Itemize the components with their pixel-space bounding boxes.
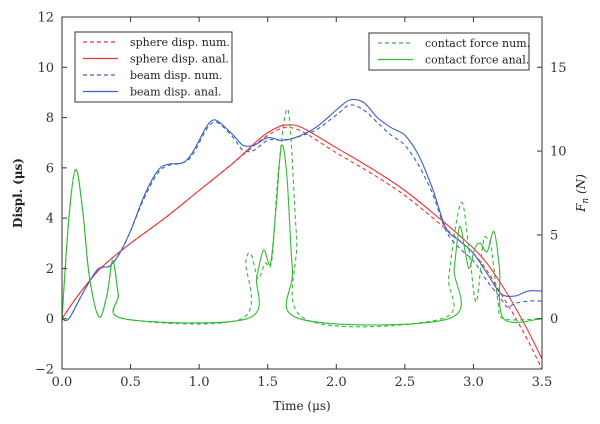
series-line-sphere-disp-anal	[62, 124, 542, 360]
y2-tick-label: 5	[550, 228, 558, 243]
series-layer	[62, 98, 542, 369]
y-tick-label: 4	[46, 212, 54, 227]
x-axis-label: Time (μs)	[273, 399, 330, 413]
legend-left: sphere disp. num. sphere disp. anal. beam …	[74, 31, 233, 103]
y-tick-label: 12	[37, 11, 54, 26]
x-tick-label: 1.5	[257, 375, 278, 390]
x-tick-label: 2.0	[326, 375, 347, 390]
y-axis-label: Displ. (μs)	[11, 158, 25, 228]
y2-tick-label: 0	[550, 312, 558, 327]
svg-text:Fn (N): Fn (N)	[574, 174, 591, 213]
legend-label: contact force num.	[425, 37, 530, 50]
x-tick-label: 0.0	[52, 375, 73, 390]
series-line-contact-force-anal	[62, 144, 542, 326]
series-line-beam-disp-num	[62, 104, 542, 322]
y-tick-label: 10	[37, 61, 54, 76]
x-tick-label: 0.5	[120, 375, 141, 390]
x-tick-label: 1.0	[189, 375, 210, 390]
legend-label: beam disp. num.	[130, 69, 222, 82]
y-tick-label: 6	[46, 161, 54, 176]
series-line-beam-disp-anal	[62, 98, 542, 322]
y2-label-main: F	[574, 203, 588, 213]
x-tick-label: 3.5	[532, 375, 553, 390]
x-tick-label: 2.5	[395, 375, 416, 390]
legend-left-box	[74, 31, 233, 103]
y-tick-label: 0	[46, 312, 54, 327]
y2-tick-label: 10	[550, 145, 567, 160]
y-tick-label: 2	[46, 262, 54, 277]
y-tick-label: 8	[46, 111, 54, 126]
legend-label: sphere disp. num.	[130, 36, 230, 49]
legend-label: contact force anal.	[425, 54, 529, 67]
x-tick-label: 3.0	[463, 375, 484, 390]
legend-right-box	[368, 32, 530, 71]
legend-label: sphere disp. anal.	[130, 53, 229, 66]
series-line-sphere-disp-num	[62, 127, 542, 369]
y-tick-label: −2	[35, 363, 54, 378]
plot-frame	[61, 16, 543, 370]
y2-label-sub: n	[581, 198, 591, 204]
series-line-contact-force-num	[62, 108, 542, 328]
y2-label-unit: (N)	[574, 174, 588, 194]
y2-axis-label: Fn (N)	[574, 174, 591, 213]
legend-right: contact force num. contact force anal.	[368, 32, 530, 71]
y2-tick-label: 15	[550, 61, 567, 76]
ticks-layer: 0.0 0.5 1.0 1.5 2.0 2.5 3.0 3.5 −2 0 2 4 6 8 10 12 0 5 10 1…	[35, 11, 567, 391]
legend-label: beam disp. anal.	[130, 86, 222, 99]
